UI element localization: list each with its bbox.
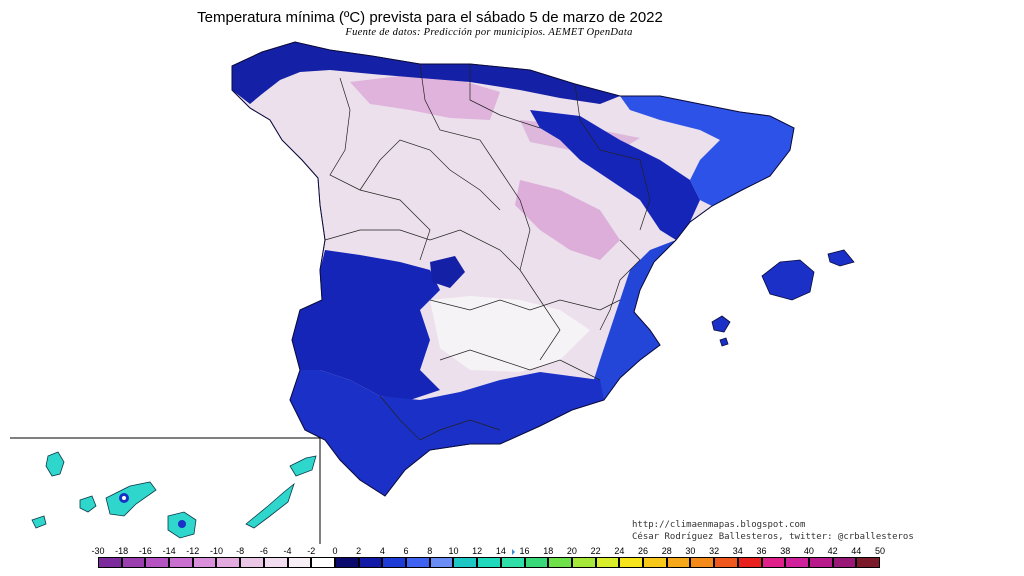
legend-tick: 50 <box>874 546 886 556</box>
legend-tick: 36 <box>756 546 767 556</box>
legend-swatch <box>406 557 430 568</box>
legend-swatch <box>240 557 264 568</box>
legend-swatch <box>500 557 525 568</box>
legend-tick: 8 <box>427 546 433 556</box>
legend-swatch <box>334 557 359 568</box>
formentera <box>719 337 729 347</box>
map-title: Temperatura mínima (ºC) prevista para el… <box>197 9 663 26</box>
legend-swatch <box>98 557 122 568</box>
legend-marker <box>511 549 515 555</box>
legend-swatch <box>121 557 146 568</box>
legend-swatch <box>643 557 667 568</box>
legend-tick: 14 <box>495 546 506 556</box>
credit-author: César Rodríguez Ballesteros, twitter: @c… <box>632 532 914 542</box>
teide-core <box>122 496 126 500</box>
catalonia-coast <box>620 96 794 206</box>
legend-tick: 30 <box>685 546 696 556</box>
legend-tick: 34 <box>732 546 743 556</box>
legend-swatch <box>145 557 170 568</box>
legend-swatch <box>169 557 193 568</box>
gran-canaria-cold-spot <box>178 520 186 528</box>
cold-core-iberico <box>515 180 620 260</box>
legend-tick: -10 <box>209 546 223 556</box>
legend-tick: 18 <box>543 546 554 556</box>
mallorca <box>761 259 815 301</box>
la-gomera <box>79 495 97 513</box>
legend-swatch <box>216 557 241 568</box>
legend-swatch <box>358 557 383 568</box>
legend-tick: 42 <box>827 546 838 556</box>
ibiza <box>711 315 731 333</box>
legend-swatch <box>453 557 478 568</box>
legend-tick: 22 <box>590 546 601 556</box>
legend-swatch <box>524 557 549 568</box>
legend-tick: -8 <box>236 546 245 556</box>
legend-swatch <box>808 557 833 568</box>
legend-swatch <box>263 557 288 568</box>
legend-swatch <box>714 557 738 568</box>
legend-tick: -12 <box>186 546 200 556</box>
el-hierro <box>31 515 47 529</box>
legend-swatch <box>382 557 407 568</box>
legend-tick: -14 <box>162 546 176 556</box>
legend-tick: 10 <box>448 546 459 556</box>
fuerteventura <box>245 482 295 529</box>
guadalquivir-valley <box>290 370 604 496</box>
legend-tick: 44 <box>851 546 862 556</box>
legend-swatch <box>477 557 501 568</box>
valencia-coast <box>590 240 676 400</box>
legend-swatch <box>192 557 217 568</box>
legend-swatch <box>548 557 572 568</box>
legend-swatch <box>856 557 880 568</box>
legend-tick: 4 <box>379 546 385 556</box>
credit-url: http://climaenmapas.blogspot.com <box>632 520 806 530</box>
tenerife <box>105 481 157 517</box>
legend-swatch <box>311 557 335 568</box>
legend-swatch <box>429 557 454 568</box>
menorca <box>827 249 855 267</box>
north-coast-band <box>232 42 620 104</box>
legend-swatch <box>287 557 312 568</box>
legend-tick: 38 <box>780 546 791 556</box>
legend-tick: 28 <box>661 546 672 556</box>
legend-tick: 26 <box>638 546 649 556</box>
legend-tick: -4 <box>283 546 292 556</box>
legend-swatch <box>690 557 715 568</box>
legend-swatch <box>619 557 644 568</box>
west-lowlands <box>292 250 440 400</box>
canary-inset <box>10 437 321 544</box>
tajo-pocket <box>430 256 465 288</box>
lanzarote <box>289 455 317 477</box>
peninsula-outline <box>231 41 795 497</box>
legend-tick: -18 <box>115 546 129 556</box>
legend-tick: -2 <box>307 546 316 556</box>
legend-tick: 32 <box>709 546 720 556</box>
legend-tick: 6 <box>403 546 409 556</box>
legend-tick: 16 <box>519 546 530 556</box>
legend-swatch <box>571 557 596 568</box>
legend-tick: 20 <box>566 546 577 556</box>
legend-tick: -30 <box>91 546 105 556</box>
legend-tick: 24 <box>614 546 625 556</box>
legend-swatch <box>737 557 762 568</box>
legend-swatch <box>761 557 786 568</box>
peninsula-landmass <box>231 41 795 497</box>
legend-tick: -6 <box>259 546 268 556</box>
legend-swatch <box>832 557 857 568</box>
balearic-islands <box>711 249 855 347</box>
legend-tick: -16 <box>138 546 152 556</box>
ebro-valley <box>530 110 700 240</box>
legend-tick: 0 <box>332 546 338 556</box>
region-borders <box>324 63 651 441</box>
legend-swatch <box>666 557 691 568</box>
legend-swatch <box>785 557 809 568</box>
la-palma <box>45 451 65 477</box>
legend-tick: 40 <box>803 546 814 556</box>
legend-tick: 2 <box>356 546 362 556</box>
legend-tick: 12 <box>472 546 483 556</box>
map-subtitle: Fuente de datos: Predicción por municipi… <box>345 27 633 38</box>
canary-islands <box>31 451 317 539</box>
legend-swatch <box>595 557 620 568</box>
